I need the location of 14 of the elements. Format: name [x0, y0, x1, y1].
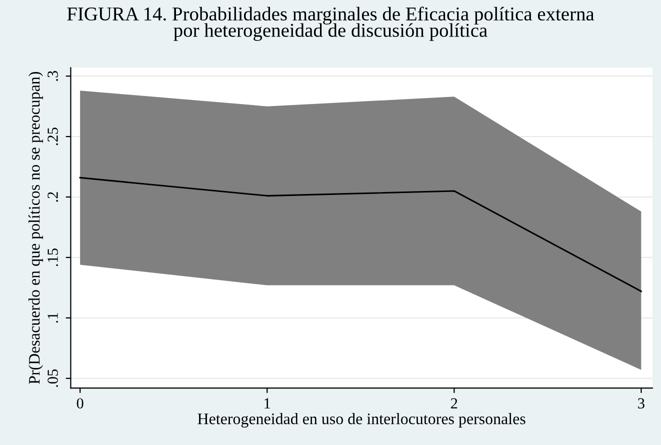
- line-series: [79, 176, 642, 292]
- y-tick-label: .2: [48, 192, 58, 202]
- x-tick-label: 2: [451, 398, 458, 408]
- y-tick-label: .05: [48, 369, 58, 387]
- y-tick-label: .3: [48, 70, 58, 81]
- y-tick-label: .25: [48, 128, 58, 146]
- y-tick-label: .15: [48, 248, 58, 266]
- x-tick-label: 1: [264, 398, 270, 408]
- chart-title: FIGURA 14. Probabilidades marginales de Eficacia política externa por heterogeneidad de discusión política: [67, 6, 594, 41]
- x-tick-label: 0: [76, 398, 84, 409]
- x-axis-title: Heterogeneidad en uso de interlocutores personales: [198, 413, 526, 428]
- x-tick-label: 3: [638, 398, 644, 409]
- y-axis-title: Pr(Desacuerdo en que políticos no se preocupan): [28, 72, 43, 384]
- y-tick-label: .1: [48, 313, 58, 323]
